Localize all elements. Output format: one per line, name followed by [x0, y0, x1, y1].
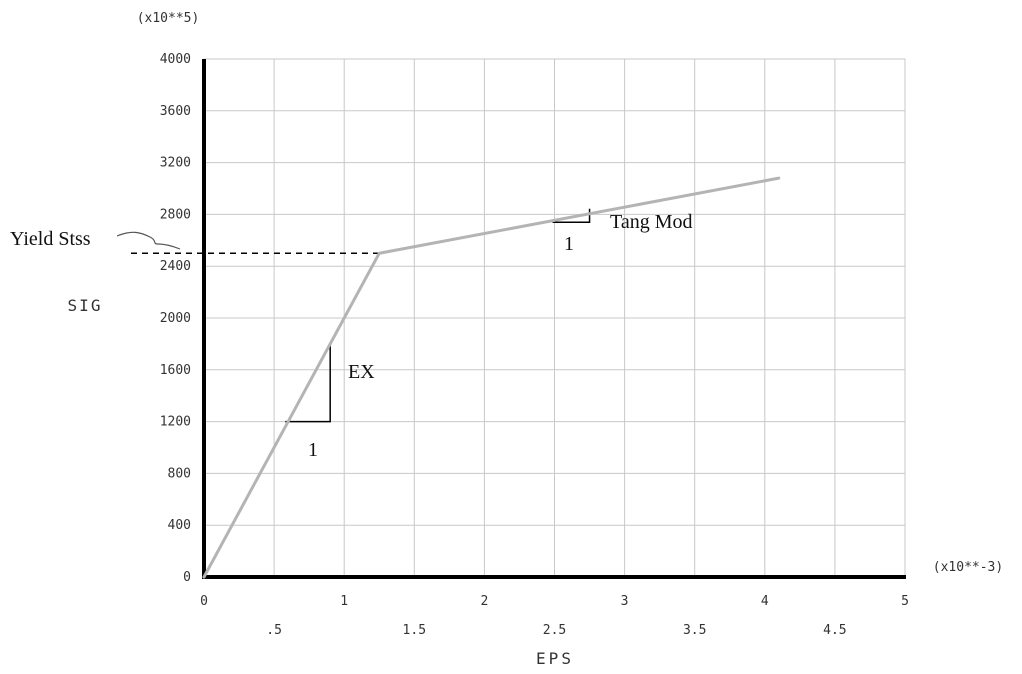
ex-slope-triangle	[285, 343, 331, 423]
x-tick-label-upper: 1	[340, 594, 348, 609]
y-tick-label: 2000	[160, 311, 191, 326]
y-tick-label: 2400	[160, 259, 191, 274]
y-axis-title: SIG	[68, 296, 103, 315]
tang-mod-label: Tang Mod	[610, 211, 692, 233]
y-tick-label: 1200	[160, 415, 191, 430]
y-tick-label: 4000	[160, 52, 191, 67]
x-multiplier-label: (x10**-3)	[933, 560, 1003, 575]
x-tick-label-upper: 2	[480, 594, 488, 609]
x-tick-label-lower: 3.5	[683, 623, 706, 638]
y-tick-label: 3600	[160, 104, 191, 119]
tang-mod-unit-label: 1	[564, 233, 574, 255]
y-tick-label: 1600	[160, 363, 191, 378]
y-tick-label: 3200	[160, 156, 191, 171]
yield-stress-pointer	[116, 231, 181, 250]
axes	[202, 59, 906, 579]
x-tick-label-upper: 4	[761, 594, 769, 609]
y-tick-label: 800	[168, 466, 191, 481]
y-tick-label: 2800	[160, 207, 191, 222]
x-tick-label-upper: 0	[200, 594, 208, 609]
y-tick-label: 400	[168, 518, 191, 533]
series-line	[202, 176, 781, 579]
grid	[204, 58, 906, 577]
x-tick-label-upper: 3	[621, 594, 629, 609]
y-tick-label: 0	[183, 570, 191, 585]
yield-stress-label: Yield Stss	[10, 228, 91, 250]
x-tick-label-upper: 5	[901, 594, 909, 609]
x-tick-label-lower: 4.5	[823, 623, 846, 638]
x-tick-label-lower: 2.5	[543, 623, 566, 638]
data-series	[202, 176, 781, 579]
y-multiplier-label: (x10**5)	[137, 11, 200, 26]
ex-label: EX	[348, 361, 375, 383]
x-axis-title: EPS	[536, 649, 574, 668]
x-tick-label-lower: .5	[266, 623, 282, 638]
x-tick-label-lower: 1.5	[403, 623, 426, 638]
tick-labels: 0 400 800 1200 1600 2000 2400 2800 3200 3600 4000 0…	[160, 52, 909, 638]
ex-unit-label: 1	[308, 439, 318, 461]
